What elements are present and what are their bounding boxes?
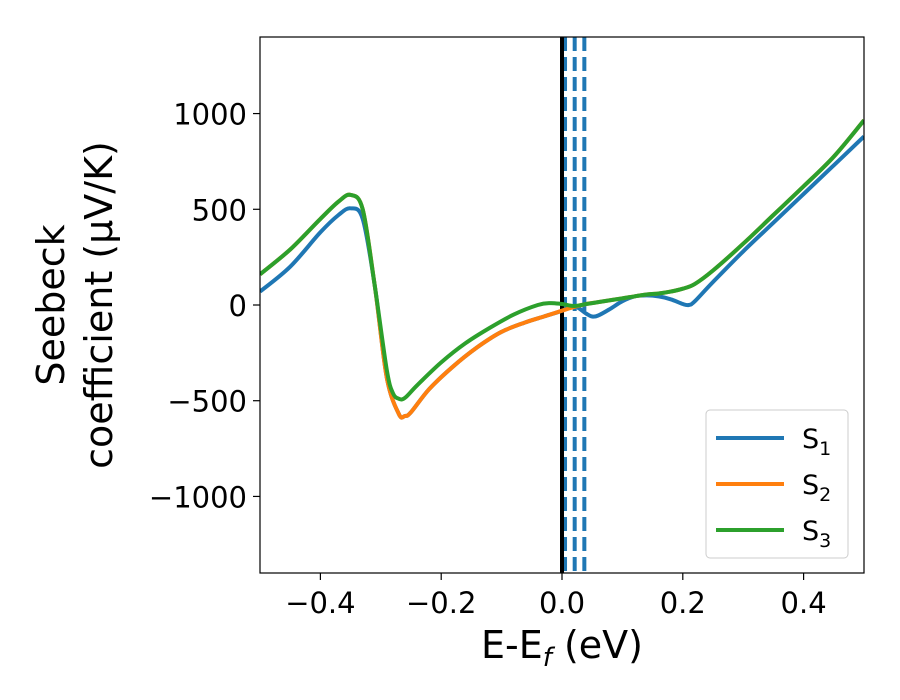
legend-label-s1: S1 <box>802 424 831 460</box>
x-tick-label: −0.2 <box>406 586 476 620</box>
x-tick-label: −0.4 <box>285 586 355 620</box>
y-axis-label-line1: Seebeck <box>29 224 73 385</box>
x-tick-label: 0.0 <box>539 586 585 620</box>
legend-label-s3: S3 <box>802 516 831 552</box>
legend: S1 S2 S3 <box>705 409 849 559</box>
x-tick-label: 0.4 <box>781 586 827 620</box>
y-axis-ticks: −1000 −500 0 500 1000 <box>149 98 260 514</box>
y-tick-label: 0 <box>229 289 247 323</box>
x-axis-ticks: −0.4 −0.2 0.0 0.2 0.4 <box>285 573 827 620</box>
series-lines <box>260 119 864 420</box>
series-line-s3 <box>260 119 864 402</box>
y-tick-label: 500 <box>192 193 247 227</box>
y-tick-label: −500 <box>167 385 247 419</box>
y-axis-label-line2: coefficient (μV/K) <box>77 141 121 469</box>
legend-label-s2: S2 <box>802 470 831 506</box>
x-axis-label-unit: (eV) <box>552 623 643 667</box>
x-axis-label: E-Ef (eV) <box>481 623 643 673</box>
x-tick-label: 0.2 <box>660 586 706 620</box>
y-tick-label: −1000 <box>149 480 247 514</box>
x-axis-label-main: E-E <box>481 623 543 667</box>
y-tick-label: 1000 <box>173 98 247 132</box>
y-axis-label: Seebeck coefficient (μV/K) <box>29 141 121 469</box>
